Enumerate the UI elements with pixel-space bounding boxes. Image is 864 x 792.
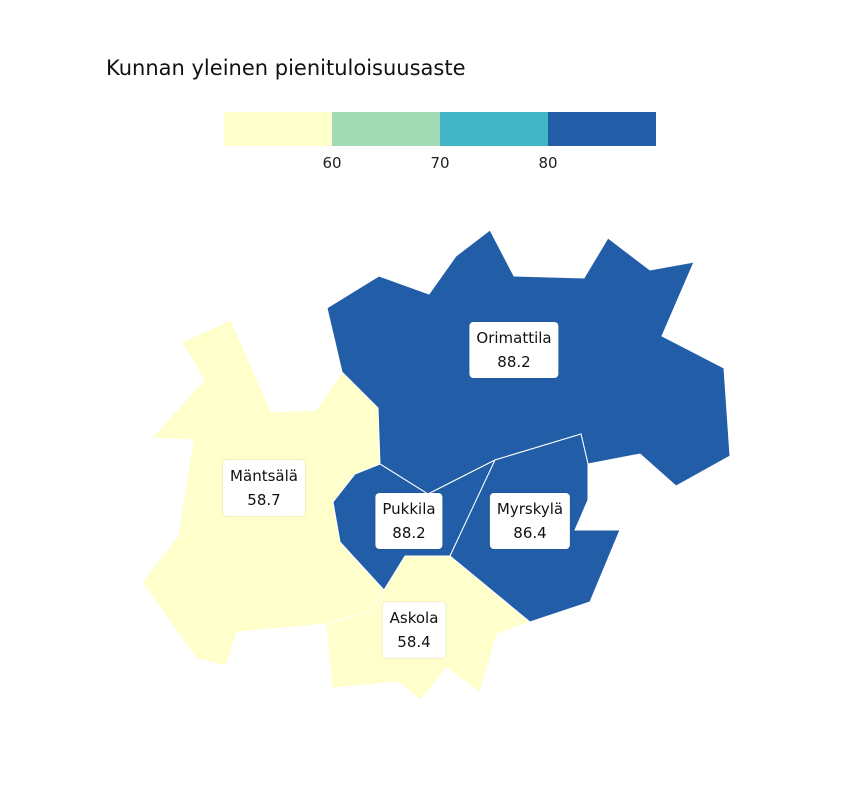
region-value: 58.7 [247,491,281,509]
legend-bin-4 [548,112,656,146]
region-name: Askola [389,609,439,627]
label-orimattila: Orimattila 88.2 [469,322,559,378]
region-name: Mäntsälä [230,467,298,485]
label-myrskyla: Myrskylä 86.4 [489,493,571,549]
legend-tick-80: 80 [538,154,558,172]
legend-scale [224,112,656,146]
region-value: 88.2 [497,353,531,371]
legend-bin-1 [224,112,332,146]
legend-tick-60: 60 [322,154,342,172]
region-name: Orimattila [476,329,552,347]
region-value: 88.2 [392,524,426,542]
label-askola: Askola 58.4 [382,602,446,658]
region-value: 58.4 [397,633,431,651]
map-title: Kunnan yleinen pienituloisuusaste [106,56,466,80]
region-name: Myrskylä [496,500,564,518]
legend-tick-70: 70 [430,154,450,172]
color-legend: 60 70 80 [0,0,864,200]
legend-bin-2 [332,112,440,146]
label-pukkila: Pukkila 88.2 [375,493,443,549]
region-value: 86.4 [513,524,547,542]
region-name: Pukkila [382,500,436,518]
label-mantsala: Mäntsälä 58.7 [223,460,305,516]
legend-bin-3 [440,112,548,146]
